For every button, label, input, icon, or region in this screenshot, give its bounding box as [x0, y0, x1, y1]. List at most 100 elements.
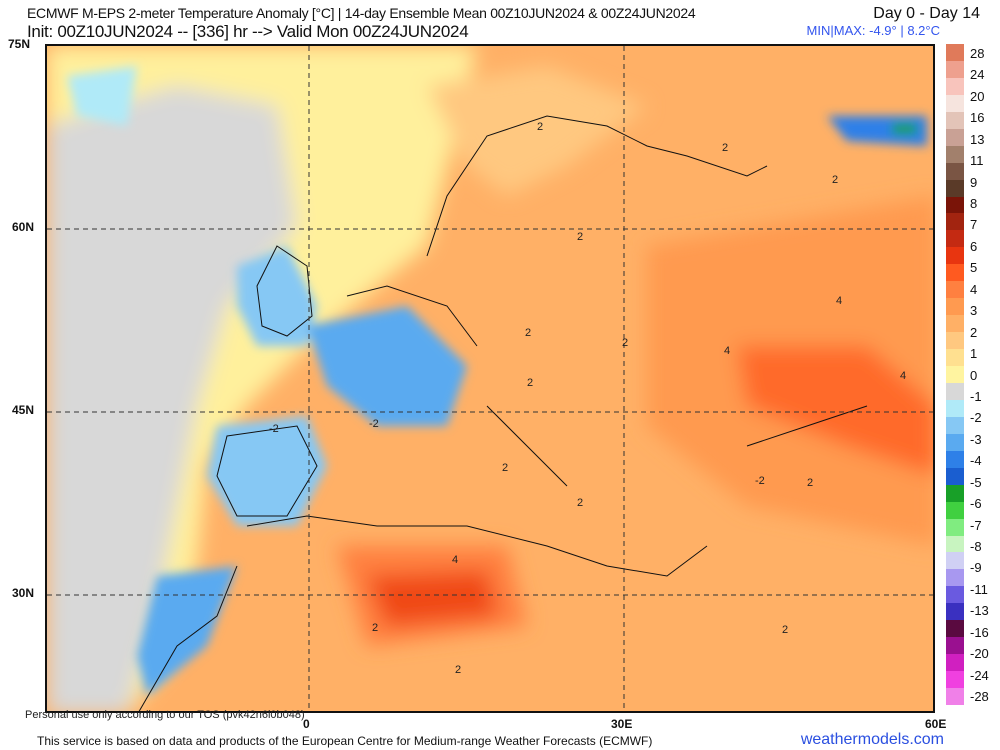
lat-label-30n: 30N [12, 586, 35, 600]
colorbar-label: 3 [970, 303, 978, 319]
colorbar-label: 2 [970, 324, 978, 340]
morocco-cool-zone [137, 566, 237, 696]
colorbar-swatch [946, 535, 964, 553]
contour-label: 4 [724, 345, 730, 357]
lon-label-60e: 60E [925, 717, 947, 731]
colorbar-swatch [946, 145, 964, 164]
colorbar-label: 11 [970, 153, 984, 169]
colorbar-swatch [946, 264, 964, 282]
colorbar-label: -3 [970, 431, 982, 447]
contour-label: 2 [622, 337, 628, 349]
colorbar-swatch [946, 552, 964, 570]
arctic-min-core [892, 124, 917, 134]
lon-label-30e: 30E [611, 717, 633, 731]
colorbar-label: 16 [970, 110, 985, 126]
anomaly-map: 2 2 2 2 2 2 2 2 4 4 4 4 2 2 2 -2 -2 -2 2 2 [45, 44, 935, 713]
contour-label: 2 [527, 377, 533, 389]
uk-cool-zone [237, 246, 317, 346]
arctic-cool-zone [827, 116, 927, 146]
source-attribution: This service is based on data and produc… [37, 734, 653, 748]
colorbar-label: 20 [970, 88, 985, 104]
colorbar-label: -9 [970, 560, 982, 576]
colorbar-swatch [946, 94, 964, 113]
coastlines [138, 115, 868, 711]
colorbar-swatch [946, 518, 964, 536]
colorbar-swatch [946, 349, 964, 367]
greenland-cool-zone [67, 66, 137, 126]
contour-label: 2 [372, 622, 378, 634]
colorbar-label: -11 [970, 581, 988, 597]
contour-label: 2 [537, 121, 543, 133]
contour-label: 4 [900, 370, 906, 382]
colorbar-swatch [946, 603, 964, 621]
colorbar-label: -1 [970, 388, 982, 404]
colorbar-label: -20 [970, 646, 989, 662]
min-max-readout: MIN|MAX: -4.9° | 8.2°C [806, 23, 940, 38]
colorbar-swatch [946, 111, 964, 130]
contour-label: 4 [836, 295, 842, 307]
graticule [47, 46, 933, 711]
colorbar-swatch [946, 637, 964, 655]
lat-label-60n: 60N [12, 220, 35, 234]
colorbar-label: -16 [970, 624, 989, 640]
colorbar-swatch [946, 654, 964, 672]
map-svg: 2 2 2 2 2 2 2 2 4 4 4 4 2 2 2 -2 -2 -2 2 2 [47, 46, 933, 711]
colorbar-swatch [946, 60, 964, 79]
contour-label: 2 [577, 231, 583, 243]
lat-label-45n: 45N [12, 403, 35, 417]
lon-label-0: 0 [303, 717, 310, 731]
colorbar-swatch [946, 382, 964, 401]
colorbar-label: 13 [970, 131, 985, 147]
colorbar-label: -7 [970, 517, 982, 533]
colorbar-swatch [946, 433, 964, 452]
contour-label: 2 [525, 327, 531, 339]
init-valid-time: Init: 00Z10JUN2024 -- [336] hr --> Valid… [27, 22, 469, 41]
colorbar-swatch [946, 128, 964, 147]
colorbar-label: 4 [970, 281, 978, 297]
colorbar-swatch [946, 484, 964, 503]
colorbar-swatch [946, 399, 964, 418]
colorbar-swatch [946, 501, 964, 520]
day-range: Day 0 - Day 14 [873, 5, 980, 22]
colorbar-swatch [946, 213, 964, 231]
colorbar-swatch [946, 196, 964, 214]
contour-labels: 2 2 2 2 2 2 2 2 4 4 4 4 2 2 2 -2 -2 -2 2 2 [269, 121, 906, 676]
tos-notice: Personal use only according to our TOS (… [25, 709, 305, 721]
contour-label: -2 [755, 475, 765, 487]
colorbar-label: 24 [970, 67, 985, 83]
colorbar-label: 28 [970, 46, 985, 61]
colorbar-label: 6 [970, 238, 978, 254]
contour-label: 2 [782, 624, 788, 636]
contour-label: 2 [807, 477, 813, 489]
chart-title: ECMWF M-EPS 2-meter Temperature Anomaly … [27, 5, 696, 21]
colorbar-label: -8 [970, 538, 982, 554]
contour-label: 2 [502, 462, 508, 474]
colorbar-label: 1 [970, 346, 978, 362]
colorbar-swatch [946, 586, 964, 604]
colorbar-swatch [946, 620, 964, 638]
colorbar-swatch [946, 671, 964, 689]
colorbar-swatch [946, 77, 964, 96]
colorbar-label: 9 [970, 174, 978, 190]
contour-label: 2 [832, 174, 838, 186]
colorbar-swatch [946, 366, 964, 384]
contour-label: 2 [722, 142, 728, 154]
contour-label: -2 [369, 418, 379, 430]
colorbar-label: -2 [970, 410, 982, 426]
colorbar-swatch [946, 450, 964, 469]
colorbar-swatch [946, 179, 964, 198]
colorbar-label: -4 [970, 453, 982, 469]
colorbar-label: 7 [970, 217, 978, 233]
contour-label: 2 [455, 664, 461, 676]
colorbar-label: 8 [970, 196, 978, 212]
caspian-zone [737, 346, 933, 475]
brand-link[interactable]: weathermodels.com [800, 731, 944, 748]
colorbar-swatch [946, 467, 964, 486]
colorbar-swatch [946, 688, 964, 706]
atlantic-neutral-zone [47, 86, 297, 711]
colorbar-label: -24 [970, 667, 989, 683]
scandinavia-zone [427, 66, 647, 196]
colorbar-swatch [946, 569, 964, 587]
contour-label: -2 [269, 423, 279, 435]
colorbar-swatch [946, 332, 964, 350]
